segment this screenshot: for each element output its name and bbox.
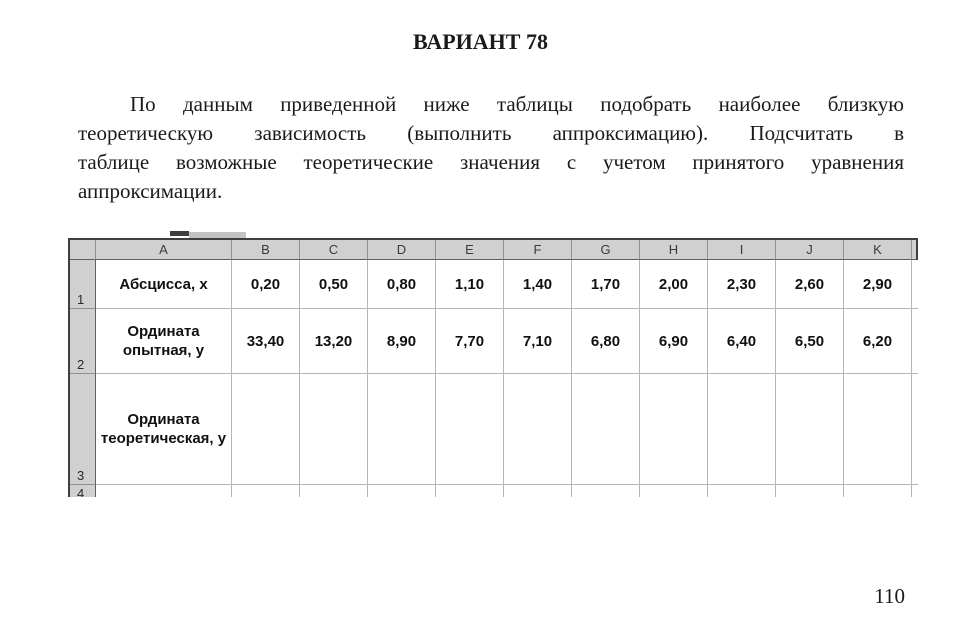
data-cell (232, 374, 300, 485)
data-cell (368, 374, 436, 485)
paragraph-line: таблице возможные теоретические значения… (78, 150, 904, 174)
data-cell (844, 485, 912, 497)
corner-cell (70, 240, 96, 260)
stub-cell (912, 374, 918, 485)
data-cell (436, 374, 504, 485)
task-paragraph: По данным приведенной ниже таблицы подоб… (78, 90, 904, 206)
column-header-j: J (776, 240, 844, 260)
column-header-d: D (368, 240, 436, 260)
data-cell: 2,90 (844, 260, 912, 309)
stub-cell (912, 485, 918, 497)
data-cell (232, 485, 300, 497)
data-cell (436, 485, 504, 497)
data-cell: 1,10 (436, 260, 504, 309)
data-cell: 2,60 (776, 260, 844, 309)
data-cell: 0,50 (300, 260, 368, 309)
row-label-cell: Ордината опытная, y (96, 309, 232, 374)
data-cell: 2,00 (640, 260, 708, 309)
data-cell (504, 485, 572, 497)
data-cell (300, 485, 368, 497)
column-header-k: K (844, 240, 912, 260)
data-cell: 7,10 (504, 309, 572, 374)
data-cell (640, 485, 708, 497)
row-header-3: 3 (70, 374, 96, 485)
data-cell: 6,20 (844, 309, 912, 374)
data-cell: 1,70 (572, 260, 640, 309)
data-cell (368, 485, 436, 497)
data-cell (844, 374, 912, 485)
column-header-h: H (640, 240, 708, 260)
page-title: ВАРИАНТ 78 (413, 29, 548, 54)
column-header-a: A (96, 240, 232, 260)
data-cell (776, 374, 844, 485)
clipped-screenshot-fragment-light (189, 232, 246, 238)
column-header-c: C (300, 240, 368, 260)
column-header-e: E (436, 240, 504, 260)
data-cell: 1,40 (504, 260, 572, 309)
row-header-1: 1 (70, 260, 96, 309)
paragraph-line: По данным приведенной ниже таблицы подоб… (130, 92, 904, 116)
row-header-4: 4 (70, 485, 96, 497)
paragraph-line: аппроксимации. (78, 179, 223, 203)
column-header-g: G (572, 240, 640, 260)
data-cell (504, 374, 572, 485)
row-label-cell (96, 485, 232, 497)
data-cell (300, 374, 368, 485)
data-cell: 6,80 (572, 309, 640, 374)
row-label-cell: Абсцисса, x (96, 260, 232, 309)
paragraph-line: теоретическую зависимость (выполнить апп… (78, 121, 904, 145)
spreadsheet-table: A B C D E F G H I J K 1 Абсцисса, x 0,20 0,50 0,80 1,10 1… (68, 238, 918, 497)
data-cell: 8,90 (368, 309, 436, 374)
page-number: 110 (874, 584, 905, 608)
column-header-f: F (504, 240, 572, 260)
data-cell: 0,20 (232, 260, 300, 309)
row-label-cell: Ордината теоретическая, y (96, 374, 232, 485)
clipped-screenshot-fragment-dark (170, 231, 189, 236)
data-cell (572, 485, 640, 497)
column-header-i: I (708, 240, 776, 260)
data-cell (776, 485, 844, 497)
data-cell: 2,30 (708, 260, 776, 309)
data-cell (572, 374, 640, 485)
data-cell (640, 374, 708, 485)
column-header-b: B (232, 240, 300, 260)
data-cell: 6,90 (640, 309, 708, 374)
data-cell: 6,40 (708, 309, 776, 374)
data-cell: 7,70 (436, 309, 504, 374)
data-cell: 13,20 (300, 309, 368, 374)
data-cell (708, 485, 776, 497)
data-cell: 0,80 (368, 260, 436, 309)
data-cell (708, 374, 776, 485)
row-header-2: 2 (70, 309, 96, 374)
stub-cell (912, 260, 918, 309)
data-cell: 6,50 (776, 309, 844, 374)
stub-cell (912, 309, 918, 374)
column-header-stub (912, 240, 918, 260)
data-cell: 33,40 (232, 309, 300, 374)
